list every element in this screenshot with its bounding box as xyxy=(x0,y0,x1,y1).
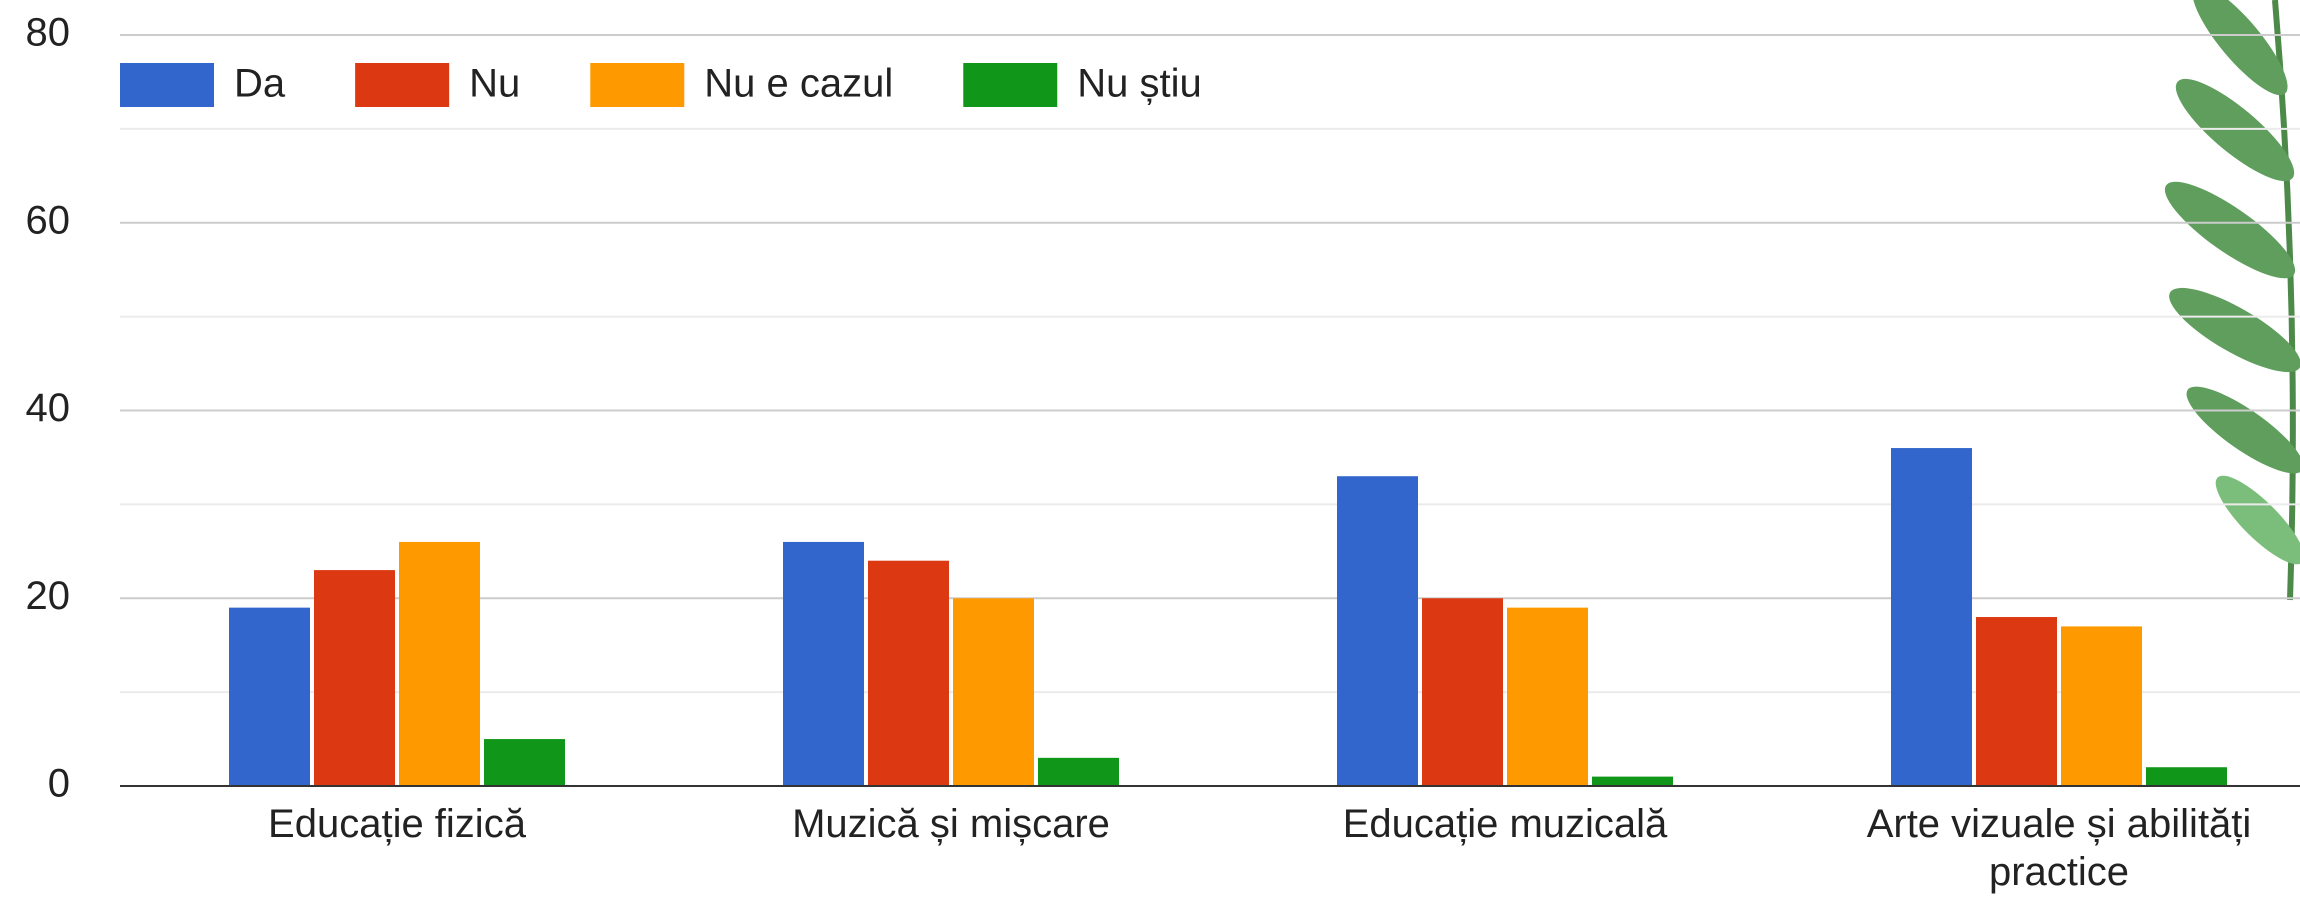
legend-swatch xyxy=(963,63,1057,107)
bar xyxy=(953,598,1034,786)
legend-swatch xyxy=(590,63,684,107)
x-tick-label: Muzică și mișcare xyxy=(721,800,1181,848)
y-tick-label: 60 xyxy=(26,198,71,242)
plant-decoration xyxy=(2153,0,2300,600)
bar xyxy=(868,561,949,786)
bar xyxy=(783,542,864,786)
legend-label: Da xyxy=(234,62,286,106)
legend-label: Nu e cazul xyxy=(704,62,893,106)
bar xyxy=(1592,777,1673,786)
y-tick-label: 80 xyxy=(26,11,71,55)
bar xyxy=(1976,617,2057,786)
y-tick-label: 0 xyxy=(48,762,70,806)
bar xyxy=(1891,448,1972,786)
legend-swatch xyxy=(355,63,449,107)
bar xyxy=(1038,758,1119,786)
legend-label: Nu xyxy=(469,62,520,106)
bar xyxy=(399,542,480,786)
x-tick-label: Educație muzicală xyxy=(1275,800,1735,848)
x-tick-label: Educație fizică xyxy=(167,800,627,848)
bar xyxy=(1507,608,1588,786)
bar xyxy=(1422,598,1503,786)
x-tick-label: Arte vizuale și abilități practice xyxy=(1829,800,2289,896)
page: 0 20 40 60 80 Da Nu Nu e cazul Nu știu Educație … xyxy=(0,0,2300,912)
legend-swatch xyxy=(120,63,214,107)
y-tick-label: 20 xyxy=(26,574,71,618)
legend-label: Nu știu xyxy=(1077,62,1202,106)
bar xyxy=(314,570,395,786)
bar xyxy=(229,608,310,786)
bar xyxy=(2061,626,2142,786)
bar xyxy=(1337,476,1418,786)
y-tick-label: 40 xyxy=(26,386,71,430)
bar xyxy=(2146,767,2227,786)
bar xyxy=(484,739,565,786)
chart: 0 20 40 60 80 Da Nu Nu e cazul Nu știu xyxy=(0,0,2300,912)
